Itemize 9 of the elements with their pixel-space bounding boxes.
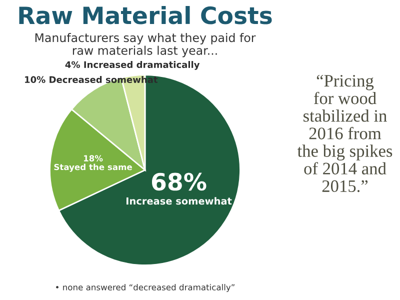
text: “Pricing for wood stabilized in 2016 from the big spikes of 2014 and 2015.” bbox=[297, 74, 392, 192]
slice-label: Stayed the same bbox=[54, 164, 132, 172]
text: • none answered “decreased dramatically” bbox=[56, 284, 234, 292]
data-label: 68% bbox=[152, 172, 206, 191]
slice-label: Increase somewhat bbox=[126, 197, 232, 205]
data-label: 18% bbox=[84, 155, 103, 162]
chart-title: Raw Material Costs bbox=[19, 6, 272, 24]
chart-subtitle: Manufacturers say what they paid for raw materials last year... bbox=[35, 33, 256, 58]
slice-label: 4% Increased dramatically bbox=[65, 61, 200, 70]
